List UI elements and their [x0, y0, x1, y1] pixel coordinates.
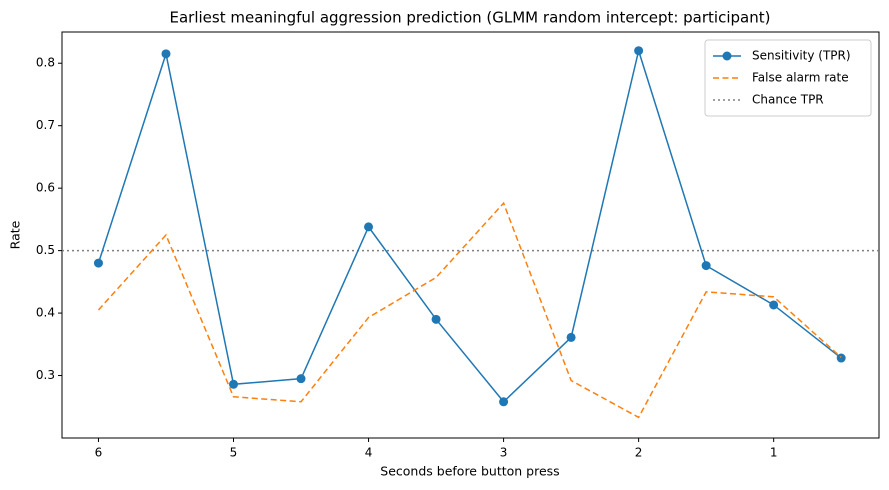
data-point	[499, 397, 509, 407]
y-tick-label: 0.8	[36, 56, 55, 70]
legend-label: Sensitivity (TPR)	[752, 49, 851, 63]
x-tick-label: 5	[230, 446, 238, 460]
y-tick-label: 0.4	[36, 306, 55, 320]
legend-marker	[722, 51, 732, 61]
data-point	[634, 46, 644, 56]
data-point	[161, 49, 171, 59]
y-tick-label: 0.3	[36, 368, 55, 382]
y-axis-label: Rate	[8, 220, 23, 249]
data-point	[364, 222, 374, 232]
legend-box	[704, 39, 872, 117]
x-tick-label: 3	[500, 446, 508, 460]
x-tick-label: 2	[635, 446, 643, 460]
y-tick-label: 0.6	[36, 181, 55, 195]
x-tick-label: 6	[95, 446, 103, 460]
y-tick-label: 0.7	[36, 118, 55, 132]
data-point	[431, 314, 441, 324]
data-point	[836, 353, 846, 363]
data-point	[701, 261, 711, 271]
plot-area	[61, 31, 880, 439]
x-axis-label: Seconds before button press	[380, 464, 559, 479]
legend-label: Chance TPR	[752, 93, 824, 107]
series-line	[97, 47, 842, 403]
series-line	[97, 201, 842, 419]
data-point	[769, 300, 779, 310]
data-point	[229, 379, 239, 389]
y-tick-label: 0.5	[36, 243, 55, 257]
data-point	[566, 332, 576, 342]
x-tick-label: 4	[365, 446, 373, 460]
legend-label: False alarm rate	[752, 71, 849, 85]
chart-title: Earliest meaningful aggression predictio…	[170, 9, 771, 27]
data-point	[93, 258, 103, 268]
data-point	[296, 374, 306, 384]
x-tick-label: 1	[770, 446, 778, 460]
